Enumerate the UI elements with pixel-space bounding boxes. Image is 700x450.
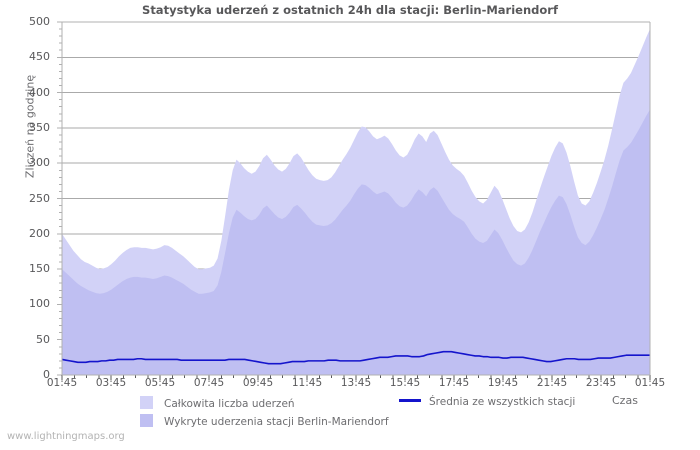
y-tick-label: 250 [29, 191, 50, 205]
data-series-group [61, 29, 650, 376]
legend-label-detected: Wykryte uderzenia stacji Berlin-Mariendo… [164, 416, 389, 428]
x-tick-label: 03:45 [95, 377, 127, 389]
legend-swatch-detected [140, 414, 153, 427]
y-tick-label: 0 [43, 368, 50, 381]
y-tick-label: 300 [29, 156, 50, 170]
y-tick-label: 400 [29, 85, 50, 99]
legend-item-total[interactable]: Całkowita liczba uderzeń [140, 396, 295, 410]
x-tick-label: 05:45 [144, 377, 176, 389]
y-tick-label: 350 [29, 120, 50, 134]
y-tick-label: 200 [29, 226, 50, 240]
y-tick-label: 100 [29, 297, 50, 311]
series-line-2 [61, 350, 650, 365]
x-tick-label: 13:45 [340, 377, 372, 389]
legend-label-total: Całkowita liczba uderzeń [164, 398, 295, 410]
x-tick-label: 15:45 [389, 377, 421, 389]
legend-item-average[interactable]: Średnia ze wszystkich stacji [399, 396, 575, 408]
x-tick-label: 23:45 [585, 377, 617, 389]
x-tick-label: 07:45 [193, 377, 225, 389]
x-tick-label: 01:45 [634, 377, 666, 389]
y-tick-label: 50 [36, 332, 50, 346]
legend-swatch-total [140, 396, 153, 409]
x-tick-label: 01:45 [46, 377, 78, 389]
x-axis-label: Czas [612, 394, 638, 407]
legend-label-average: Średnia ze wszystkich stacji [429, 396, 576, 408]
y-tick-label: 150 [29, 262, 50, 276]
x-tick-label: 17:45 [438, 377, 470, 389]
y-tick-label: 450 [29, 50, 50, 64]
chart-title: Statystyka uderzeń z ostatnich 24h dla s… [142, 3, 558, 17]
x-tick-label: 11:45 [291, 377, 323, 389]
x-tick-label: 09:45 [242, 377, 274, 389]
y-tick-label: 500 [29, 15, 50, 28]
legend-item-detected[interactable]: Wykryte uderzenia stacji Berlin-Mariendo… [140, 414, 389, 428]
x-tick-label: 19:45 [487, 377, 519, 389]
footer-url: www.lightningmaps.org [7, 431, 125, 442]
series-area-1 [62, 109, 650, 375]
x-tick-label: 21:45 [536, 377, 568, 389]
legend-line-average [399, 399, 421, 402]
plot-frame [61, 21, 651, 376]
